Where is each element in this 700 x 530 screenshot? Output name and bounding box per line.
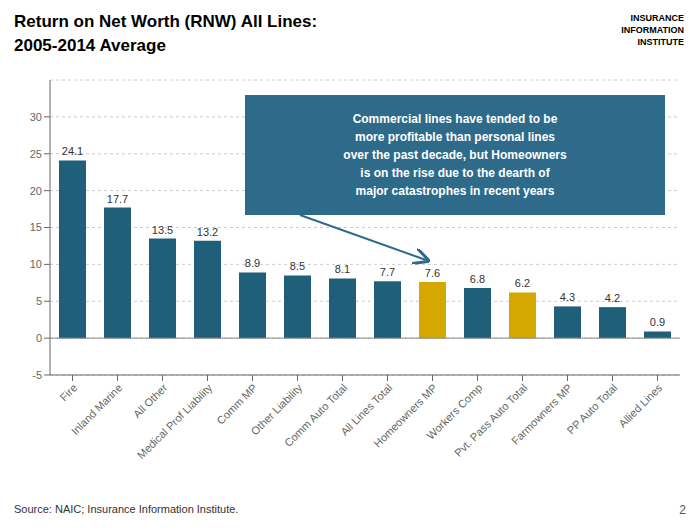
svg-text:-5: -5	[32, 369, 42, 381]
svg-text:15: 15	[30, 221, 42, 233]
svg-text:All Other: All Other	[131, 381, 170, 420]
svg-text:0.9: 0.9	[650, 316, 665, 328]
html-text:2: 2	[679, 503, 686, 517]
svg-text:8.5: 8.5	[290, 260, 305, 272]
svg-text:20: 20	[30, 185, 42, 197]
html-text:2005-2014 Average: 2005-2014 Average	[14, 36, 166, 55]
svg-text:Comm MP: Comm MP	[214, 381, 259, 426]
svg-text:Inland Marine: Inland Marine	[69, 381, 125, 437]
svg-text:Pvt. Pass Auto Total: Pvt. Pass Auto Total	[452, 381, 530, 459]
svg-text:4.2: 4.2	[605, 292, 620, 304]
html-text:Source: NAIC; Insurance Inform: Source: NAIC; Insurance Information Inst…	[14, 503, 239, 515]
svg-text:Fire: Fire	[58, 381, 80, 403]
svg-text:30: 30	[30, 111, 42, 123]
svg-text:7.7: 7.7	[380, 266, 395, 278]
svg-text:8.1: 8.1	[335, 263, 350, 275]
svg-text:PP Auto Total: PP Auto Total	[565, 381, 620, 436]
svg-text:Farmowners MP: Farmowners MP	[509, 381, 575, 447]
svg-text:8.9: 8.9	[245, 257, 260, 269]
svg-text:4.3: 4.3	[560, 291, 575, 303]
svg-text:24.1: 24.1	[62, 145, 83, 157]
html-text:Commercial lines have tended t: Commercial lines have tended to be more …	[343, 112, 567, 198]
svg-text:6.8: 6.8	[470, 273, 485, 285]
svg-text:25: 25	[30, 148, 42, 160]
svg-text:Homeowners MP: Homeowners MP	[371, 381, 440, 450]
svg-text:13.2: 13.2	[197, 226, 218, 238]
svg-text:Allied Lines: Allied Lines	[616, 381, 665, 430]
svg-text:All Lines Total: All Lines Total	[338, 381, 395, 438]
svg-text:10: 10	[30, 258, 42, 270]
svg-text:7.6: 7.6	[425, 267, 440, 279]
svg-text:13.5: 13.5	[152, 224, 173, 236]
svg-text:5: 5	[36, 295, 42, 307]
svg-text:Workers Comp: Workers Comp	[424, 381, 485, 442]
html-text:INSURANCE INFORMATION INSTITUT: INSURANCE INFORMATION INSTITUTE	[621, 13, 684, 47]
svg-text:Medical Prof Liability: Medical Prof Liability	[135, 381, 215, 461]
svg-text:0: 0	[36, 332, 42, 344]
svg-text:17.7: 17.7	[107, 193, 128, 205]
svg-text:Comm Auto Total: Comm Auto Total	[282, 381, 350, 449]
html-text:Return on Net Worth (RNW) All: Return on Net Worth (RNW) All Lines:	[14, 12, 318, 31]
svg-text:6.2: 6.2	[515, 277, 530, 289]
svg-text:Other Liability: Other Liability	[248, 381, 305, 438]
